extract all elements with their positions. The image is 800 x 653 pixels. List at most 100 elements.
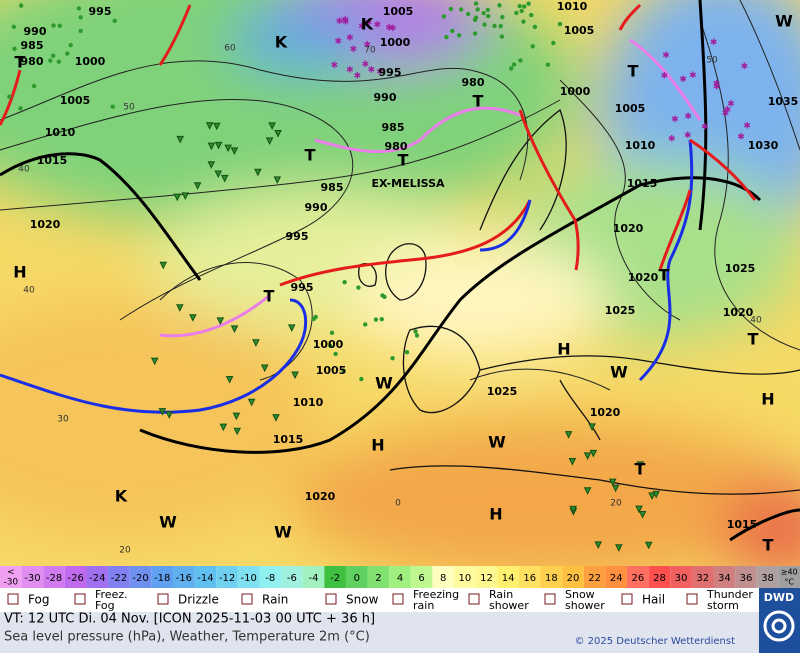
- snow-symbol: ✱: [684, 131, 692, 141]
- isobar-label: 1035: [768, 95, 799, 108]
- legend-icon: [686, 593, 698, 605]
- snow-symbol: ✱: [724, 105, 732, 115]
- rain-symbol: [78, 15, 83, 20]
- scale-cell: [475, 566, 498, 588]
- rain-symbol: [65, 51, 70, 56]
- snow-symbol: ✱: [365, 19, 373, 29]
- rain-symbol: [11, 24, 17, 30]
- pressure-center: T: [748, 330, 759, 349]
- pressure-center: W: [775, 12, 793, 31]
- rain-symbol: [517, 3, 522, 9]
- shower-symbol: [193, 182, 202, 190]
- legend-label-line: storm: [707, 599, 739, 612]
- shower-symbol: [225, 376, 234, 384]
- isobar-label: 1025: [725, 262, 756, 275]
- isotherm-label: 60: [224, 44, 236, 54]
- rain-symbol: [414, 333, 420, 338]
- legend-icon: [468, 593, 480, 605]
- scale-label: -16: [176, 573, 192, 584]
- system-name: EX-MELISSA: [371, 177, 445, 190]
- scale-label: 34: [718, 573, 731, 584]
- rain-symbol: [486, 13, 491, 19]
- rain-symbol: [363, 322, 368, 327]
- shower-symbol: [272, 414, 280, 422]
- legend-label: Snow: [346, 593, 379, 607]
- pressure-center: K: [115, 487, 128, 506]
- scale-cell: [21, 566, 44, 588]
- rain-symbol: [311, 316, 317, 322]
- pressure-center: H: [761, 390, 774, 409]
- shower-symbol: [220, 174, 229, 183]
- snow-symbol: ✱: [679, 75, 687, 85]
- snow-symbol: ✱: [346, 33, 354, 43]
- scale-cell: [562, 566, 584, 588]
- isobar-label: 1020: [628, 271, 659, 284]
- legend-icon: [392, 593, 404, 605]
- temperature-field: [0, 0, 800, 580]
- snow-symbol: ✱: [346, 65, 354, 75]
- rain-symbol: [545, 62, 551, 67]
- scale-cell: [454, 566, 476, 588]
- scale-cell: [713, 566, 736, 588]
- pressure-center: T: [398, 151, 409, 170]
- scale-cell: [324, 566, 346, 588]
- rain-symbol: [76, 6, 82, 11]
- shower-symbol: [608, 478, 617, 487]
- rain-symbol: [557, 21, 563, 27]
- isobar-label: 1015: [627, 177, 658, 190]
- rain-symbol: [530, 44, 535, 49]
- shower-symbol: [205, 122, 214, 130]
- shower-symbol: [150, 357, 159, 366]
- isotherm-label: 30: [57, 415, 69, 425]
- rain-symbol: [373, 317, 379, 322]
- pressure-center: W: [274, 523, 292, 542]
- scale-label: -6: [287, 573, 297, 584]
- pressure-center: K: [361, 15, 374, 34]
- shower-symbol: [652, 490, 660, 499]
- rain-symbol: [475, 7, 480, 12]
- scale-cell: [389, 566, 411, 588]
- legend-label: Hail: [642, 593, 665, 607]
- snow-symbol: ✱: [336, 17, 344, 27]
- scale-cell: [497, 566, 519, 588]
- legend-icon: [544, 593, 556, 605]
- legend-icon: [157, 593, 169, 605]
- rain-symbol: [529, 12, 534, 18]
- isobar-label: 1020: [613, 222, 644, 235]
- rain-symbol: [485, 7, 491, 13]
- scale-cell: [86, 566, 109, 588]
- scale-cell: [540, 566, 563, 588]
- rain-symbol: [359, 376, 364, 382]
- scale-cell: [302, 566, 325, 588]
- pressure-center: H: [557, 340, 570, 359]
- isobar-label: 1015: [727, 518, 758, 531]
- legend-label: Thunder storm: [706, 588, 753, 612]
- scale-label: -4: [309, 573, 319, 584]
- shower-symbol: [260, 364, 269, 373]
- legend-label-line: Snow: [565, 588, 595, 601]
- isobar-label: 985: [321, 181, 344, 194]
- rain-symbol: [12, 46, 17, 52]
- rain-symbol: [57, 23, 63, 29]
- legend-label-line: Thunder: [706, 588, 753, 601]
- legend-icon: [621, 593, 633, 605]
- isobar-label: 1030: [748, 139, 779, 152]
- rain-symbol: [500, 14, 505, 20]
- pressure-center: W: [375, 374, 393, 393]
- isotherm-label: 20: [119, 546, 131, 556]
- scale-cell: [367, 566, 390, 588]
- rain-symbol: [444, 34, 449, 40]
- legend-label: Freez. Fog: [95, 588, 128, 612]
- shower-symbol: [265, 137, 274, 145]
- isobar-label: 1005: [383, 5, 414, 18]
- isobar-label: 995: [379, 66, 402, 79]
- scale-label: 2: [375, 573, 381, 584]
- legend-label: Fog: [28, 593, 49, 607]
- scale-label: -28: [46, 573, 62, 584]
- scale-label: 16: [523, 573, 536, 584]
- isobar-label: 1010: [557, 0, 588, 13]
- legend-label: Snow shower: [565, 588, 605, 612]
- isobar-label: 995: [291, 281, 314, 294]
- rain-symbol: [450, 28, 455, 34]
- snow-symbol: ✱: [743, 122, 751, 132]
